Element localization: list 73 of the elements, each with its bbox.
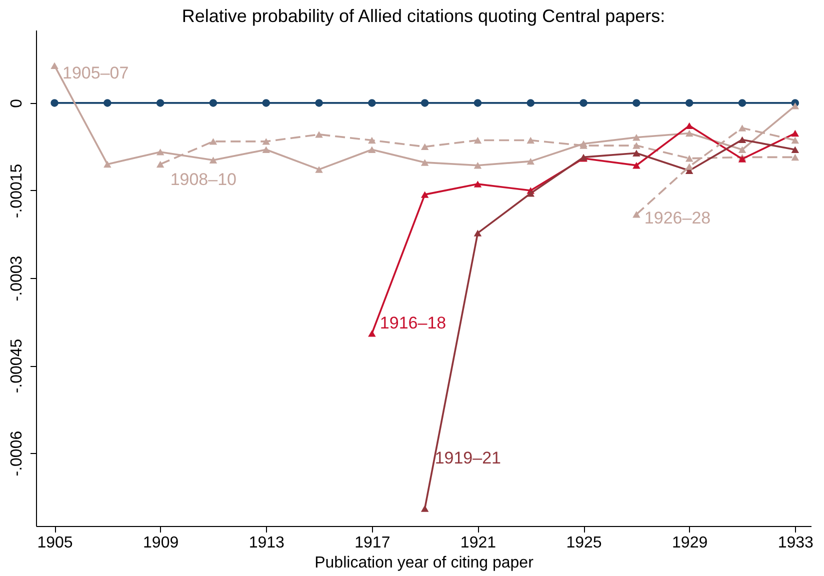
point	[209, 138, 218, 145]
point	[474, 99, 482, 107]
point	[262, 138, 270, 145]
point	[156, 148, 164, 156]
point	[474, 180, 482, 188]
point	[315, 99, 323, 107]
point	[368, 146, 376, 153]
point	[474, 230, 482, 236]
point	[791, 154, 800, 161]
y-tick-label: 0	[8, 98, 26, 108]
point	[632, 211, 640, 218]
series-label: 1926–28	[644, 208, 711, 228]
point	[262, 99, 270, 107]
point	[791, 146, 800, 153]
point	[685, 99, 694, 107]
point	[632, 142, 640, 149]
point	[420, 143, 429, 150]
point	[262, 146, 270, 153]
point	[791, 102, 800, 110]
point	[685, 130, 694, 137]
x-tick-label: 1921	[460, 534, 496, 552]
point	[420, 191, 429, 198]
point	[632, 162, 640, 169]
x-tick-label: 1925	[566, 534, 602, 552]
point	[580, 99, 588, 107]
point	[738, 124, 746, 132]
point	[738, 136, 746, 144]
point	[156, 160, 164, 168]
point	[50, 62, 58, 69]
y-tick-label: -.00045	[8, 338, 26, 394]
point	[526, 158, 534, 165]
y-tick-label: -.00015	[8, 164, 26, 218]
point	[632, 134, 640, 141]
point	[526, 136, 534, 144]
x-axis-title: Publication year of citing paper	[314, 554, 534, 572]
point	[632, 99, 640, 107]
point	[685, 155, 694, 162]
point	[315, 166, 323, 173]
point	[474, 136, 482, 144]
point	[791, 130, 800, 137]
point	[738, 146, 746, 153]
point	[156, 99, 164, 107]
point	[209, 156, 218, 164]
point	[420, 159, 429, 166]
point	[632, 150, 640, 156]
point	[50, 99, 58, 107]
chart-title: Relative probability of Allied citations quoting Central papers:	[182, 6, 666, 26]
x-tick-label: 1933	[778, 534, 814, 552]
point	[526, 190, 534, 197]
point	[420, 505, 429, 512]
point	[474, 162, 482, 169]
x-tick-label: 1913	[248, 534, 285, 552]
x-tick-label: 1905	[37, 534, 73, 552]
point	[368, 99, 376, 107]
x-tick-label: 1929	[672, 534, 708, 552]
series-label: 1919–21	[434, 448, 502, 468]
y-tick-label: -.0006	[8, 430, 26, 476]
point	[420, 99, 429, 107]
point	[209, 99, 218, 107]
point	[738, 99, 746, 107]
point	[526, 99, 534, 107]
point	[368, 136, 376, 144]
point	[104, 99, 112, 107]
x-tick-label: 1909	[143, 534, 179, 552]
point	[315, 131, 323, 138]
x-tick-label: 1917	[354, 534, 390, 552]
series-label: 1905–07	[62, 64, 129, 83]
series-label: 1908–10	[170, 170, 237, 190]
y-tick-label: -.0003	[8, 256, 26, 302]
point	[104, 160, 112, 168]
series-label: 1916–18	[380, 313, 446, 332]
point	[368, 330, 376, 337]
point	[791, 136, 800, 144]
